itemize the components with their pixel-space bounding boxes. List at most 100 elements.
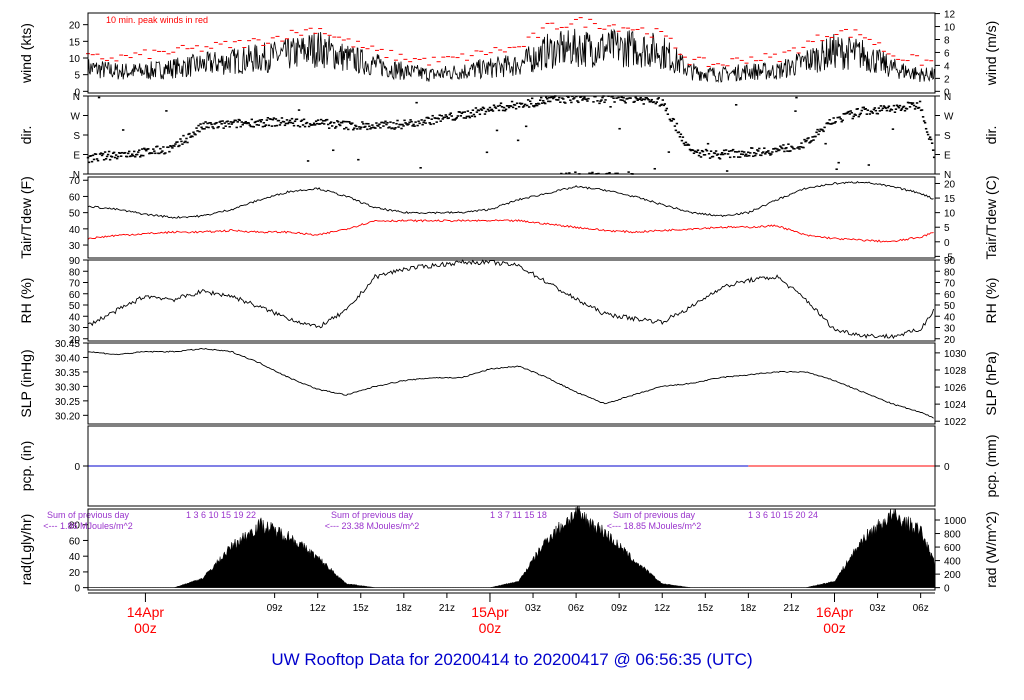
tick-label-right: 1022 — [944, 417, 967, 428]
tick-label-right: 0 — [944, 462, 950, 473]
tick-label-right: 6 — [944, 48, 950, 59]
tick-label-left: 40 — [69, 312, 81, 323]
panel-rad: rad(Lgly/hr) rad (W/m^2)02040608002004006… — [18, 505, 999, 595]
tick-label-left: 20 — [69, 335, 81, 346]
tick-label-right: 8 — [944, 35, 950, 46]
tick-label-left: 5 — [74, 71, 80, 82]
panel-frame — [87, 508, 936, 591]
tick-label-left: 40 — [69, 225, 81, 236]
tick-label-right: 0 — [944, 87, 950, 98]
tick-label-left: 30 — [69, 324, 81, 335]
hour-tick-label: 09z — [267, 603, 283, 614]
y-label-right: wind (m/s) — [983, 21, 999, 87]
tick-label-left: 30.35 — [55, 368, 80, 379]
hour-tick-label: 03z — [870, 603, 886, 614]
tick-label-right: 4 — [944, 61, 950, 72]
tick-label-left: W — [71, 112, 81, 123]
day-tick-date: 15Apr — [471, 604, 509, 620]
hour-tick-label: 03z — [525, 603, 541, 614]
tick-label-right: 20 — [944, 179, 956, 190]
tick-label-left: N — [73, 170, 80, 181]
y-label-left: rad(Lgly/hr) — [18, 514, 34, 586]
tick-label-right: 2 — [944, 74, 950, 85]
y-label-left: RH (%) — [18, 278, 34, 324]
hour-tick-label: 09z — [611, 603, 627, 614]
tick-label-right: 200 — [944, 570, 961, 581]
tick-label-left: 40 — [69, 552, 81, 563]
tick-label-left: 50 — [69, 209, 81, 220]
series-slp — [87, 348, 934, 419]
series-rh — [87, 258, 935, 340]
tick-label-right: 400 — [944, 557, 961, 568]
tick-label-left: 30 — [69, 241, 81, 252]
peak-winds-note: 10 min. peak winds in red — [106, 15, 208, 25]
tick-label-left: 50 — [69, 301, 81, 312]
panels-layer: wind (kts) wind (m/s)0510152002468101210 … — [18, 10, 999, 595]
tick-label-left: 0 — [74, 462, 80, 473]
rad-sum-value: <--- 18.85 MJoules/m^2 — [607, 521, 702, 531]
rad-sum-value: <--- 23.38 MJoules/m^2 — [325, 521, 420, 531]
tick-label-right: S — [944, 131, 951, 142]
tick-label-left: 60 — [69, 290, 81, 301]
tick-label-left: S — [73, 131, 80, 142]
panel-wind: wind (kts) wind (m/s)0510152002468101210 … — [18, 10, 999, 99]
rad-sum-label: Sum of previous day — [331, 510, 414, 520]
panel-temp: Tair/Tdew (F) Tair/Tdew (C) 30 40 50 60 70 -5 0 5… — [18, 175, 999, 263]
hour-tick-label: 15z — [697, 603, 713, 614]
tick-label-left: 20 — [69, 21, 81, 32]
tick-label-right: 1028 — [944, 366, 967, 377]
hour-tick-label: 15z — [353, 603, 369, 614]
tick-label-right: 10 — [944, 23, 956, 34]
panel-pcp: pcp. (in) pcp. (mm) 0 0 — [18, 425, 999, 507]
panel-frame — [87, 176, 936, 259]
tick-label-right: 1000 — [944, 516, 967, 527]
series-wind — [87, 28, 936, 83]
hour-tick-label: 21z — [783, 603, 799, 614]
tick-label-right: 0 — [944, 238, 950, 249]
tick-label-right: 30 — [944, 324, 956, 335]
series-tair — [87, 180, 934, 219]
y-label-right: RH (%) — [983, 278, 999, 324]
tick-label-left: N — [73, 92, 80, 103]
tick-label-right: 1026 — [944, 383, 967, 394]
tick-label-right: 15 — [944, 194, 956, 205]
tick-label-left: 80 — [69, 267, 81, 278]
tick-label-right: 600 — [944, 543, 961, 554]
panel-frame — [87, 342, 936, 425]
day-tick-date: 14Apr — [127, 604, 165, 620]
tick-label-left: 30.25 — [55, 397, 80, 408]
tick-label-left: 70 — [69, 279, 81, 290]
tick-label-left: 15 — [69, 37, 81, 48]
rad-hours-label: 1 3 7 11 15 18 — [490, 510, 547, 520]
tick-label-left: 70 — [69, 176, 81, 187]
series-rad — [87, 505, 936, 588]
time-axis: 09z 12z 15z 18z 21z 03z 06z 09z 12z 15z 18z 21z 03z 0… — [88, 592, 935, 636]
rad-hours-label: 1 3 6 10 15 20 24 — [748, 510, 818, 520]
tick-label-left: 30.40 — [55, 353, 80, 364]
tick-label-right: 0 — [944, 584, 950, 595]
tick-label-right: 20 — [944, 335, 956, 346]
tick-label-left: 30.30 — [55, 382, 80, 393]
tick-label-right: W — [944, 112, 954, 123]
rad-hours-label: 1 3 6 10 15 19 22 — [186, 510, 256, 520]
tick-label-left: 80 — [69, 521, 81, 532]
y-label-left: SLP (inHg) — [18, 349, 34, 417]
day-tick-time: 00z — [823, 620, 846, 636]
tick-label-right: 800 — [944, 530, 961, 541]
panel-slp: SLP (inHg) SLP (hPa) 30.20 30.25 30.30 30.35 3… — [18, 339, 999, 428]
tick-label-left: 0 — [74, 87, 80, 98]
day-tick-time: 00z — [479, 620, 502, 636]
tick-label-right: 12 — [944, 10, 956, 21]
tick-label-right: 5 — [944, 223, 950, 234]
day-tick-time: 00z — [134, 620, 157, 636]
tick-label-right: 90 — [944, 256, 956, 267]
hour-tick-label: 06z — [913, 603, 929, 614]
rad-sum-label: Sum of previous day — [613, 510, 696, 520]
tick-label-right: N — [944, 170, 951, 181]
hour-tick-label: 12z — [310, 603, 326, 614]
tick-label-left: 10 — [69, 54, 81, 65]
hour-tick-label: 12z — [654, 603, 670, 614]
tick-label-right: 10 — [944, 209, 956, 220]
